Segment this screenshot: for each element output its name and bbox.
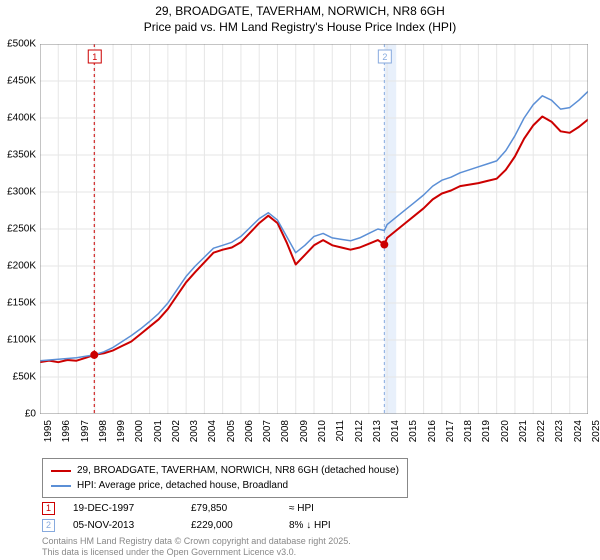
x-tick-label: 2000 [134,420,145,442]
x-tick-label: 2023 [554,420,565,442]
sale-date: 05-NOV-2013 [73,517,173,534]
y-tick-label: £450K [7,76,36,87]
x-tick-label: 2015 [408,420,419,442]
x-tick-label: 2020 [500,420,511,442]
y-tick-label: £0 [25,409,36,420]
sale-marker-box: 1 [42,502,55,515]
x-tick-label: 2002 [171,420,182,442]
x-tick-label: 2024 [573,420,584,442]
legend-swatch [51,485,71,487]
sale-row: 2 05-NOV-2013 £229,000 8% ↓ HPI [42,517,369,534]
chart-svg: 12 [40,44,588,414]
x-tick-label: 1998 [98,420,109,442]
x-tick-label: 2005 [226,420,237,442]
footer-line-2: This data is licensed under the Open Gov… [42,547,351,558]
sale-hpi: 8% ↓ HPI [289,517,369,534]
x-tick-label: 2008 [280,420,291,442]
title-line-2: Price paid vs. HM Land Registry's House … [0,20,600,36]
x-tick-label: 1999 [116,420,127,442]
y-tick-label: £250K [7,224,36,235]
title-line-1: 29, BROADGATE, TAVERHAM, NORWICH, NR8 6G… [0,4,600,20]
y-tick-label: £300K [7,187,36,198]
x-tick-label: 2001 [153,420,164,442]
x-tick-label: 2007 [262,420,273,442]
x-tick-label: 1997 [80,420,91,442]
legend-label: 29, BROADGATE, TAVERHAM, NORWICH, NR8 6G… [77,463,399,478]
x-tick-label: 2021 [518,420,529,442]
x-tick-label: 2009 [299,420,310,442]
x-tick-label: 2006 [244,420,255,442]
y-tick-label: £400K [7,113,36,124]
y-axis: £0£50K£100K£150K£200K£250K£300K£350K£400… [0,44,40,414]
chart-title: 29, BROADGATE, TAVERHAM, NORWICH, NR8 6G… [0,0,600,35]
x-tick-label: 2004 [207,420,218,442]
footer-line-1: Contains HM Land Registry data © Crown c… [42,536,351,547]
y-tick-label: £50K [13,372,36,383]
sale-row: 1 19-DEC-1997 £79,850 ≈ HPI [42,500,369,517]
x-tick-label: 2022 [536,420,547,442]
x-tick-label: 2025 [591,420,600,442]
chart-container: 29, BROADGATE, TAVERHAM, NORWICH, NR8 6G… [0,0,600,560]
svg-text:1: 1 [92,52,97,62]
sale-price: £229,000 [191,517,271,534]
x-tick-label: 2018 [463,420,474,442]
x-tick-label: 2014 [390,420,401,442]
sales-table: 1 19-DEC-1997 £79,850 ≈ HPI 2 05-NOV-2013 £229… [42,500,369,534]
x-tick-label: 2010 [317,420,328,442]
sale-marker-box: 2 [42,519,55,532]
y-tick-label: £350K [7,150,36,161]
x-tick-label: 2013 [372,420,383,442]
y-tick-label: £150K [7,298,36,309]
legend-swatch [51,470,71,472]
y-tick-label: £500K [7,39,36,50]
legend-item: HPI: Average price, detached house, Broa… [51,478,399,493]
x-axis: 1995 1996 1997 1998 1999 2000 2001 2002 2003 2004… [40,416,588,456]
x-tick-label: 2011 [335,420,346,442]
sale-hpi: ≈ HPI [289,500,369,517]
sale-price: £79,850 [191,500,271,517]
footer: Contains HM Land Registry data © Crown c… [42,536,351,558]
x-tick-label: 1995 [43,420,54,442]
y-tick-label: £200K [7,261,36,272]
x-tick-label: 2019 [481,420,492,442]
x-tick-label: 2003 [189,420,200,442]
legend-label: HPI: Average price, detached house, Broa… [77,478,288,493]
x-tick-label: 2016 [427,420,438,442]
plot-area: 12 [40,44,588,414]
svg-text:2: 2 [382,52,387,62]
legend-item: 29, BROADGATE, TAVERHAM, NORWICH, NR8 6G… [51,463,399,478]
x-tick-label: 2017 [445,420,456,442]
sale-date: 19-DEC-1997 [73,500,173,517]
legend: 29, BROADGATE, TAVERHAM, NORWICH, NR8 6G… [42,458,408,498]
x-tick-label: 1996 [61,420,72,442]
y-tick-label: £100K [7,335,36,346]
x-tick-label: 2012 [354,420,365,442]
